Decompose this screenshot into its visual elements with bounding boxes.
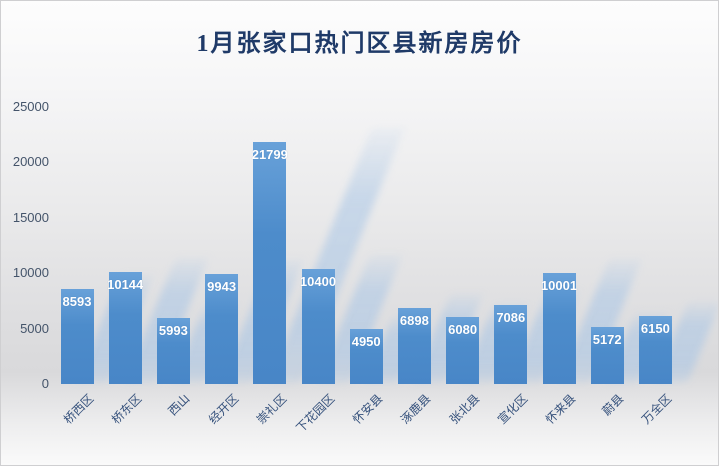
y-axis-tick-label: 0 <box>41 376 49 391</box>
y-axis-tick-label: 5000 <box>20 320 49 336</box>
bar-value-label: 5993 <box>158 322 188 338</box>
bar-value-label: 10400 <box>299 273 337 289</box>
bar <box>397 307 431 384</box>
bar-value-label: 8593 <box>62 293 92 309</box>
bar-value-label: 5172 <box>592 331 622 347</box>
bar <box>638 315 672 384</box>
bar <box>590 326 624 384</box>
bar-value-label: 10144 <box>107 276 144 292</box>
bar-value-label: 21799 <box>251 147 288 163</box>
bar <box>156 317 190 384</box>
y-axis-tick-label: 25000 <box>12 99 49 114</box>
bar <box>446 316 480 384</box>
bar <box>301 268 335 384</box>
bar-value-label: 10001 <box>540 278 578 294</box>
bar-value-label: 6150 <box>640 320 670 336</box>
bar <box>349 329 383 384</box>
bar <box>60 288 94 384</box>
chart-title: 1月张家口热门区县新房房价 <box>196 31 523 57</box>
bar-value-label: 9943 <box>207 278 237 294</box>
y-axis-tick-label: 15000 <box>12 209 49 225</box>
bar-value-label: 7086 <box>496 310 526 326</box>
bar <box>205 273 239 384</box>
bar-value-label: 4950 <box>351 334 381 350</box>
bar <box>253 142 287 384</box>
bar <box>542 273 576 384</box>
bar-value-label: 6080 <box>448 321 478 337</box>
bar-value-label: 6898 <box>399 312 429 328</box>
y-axis-tick-label: 10000 <box>12 265 49 281</box>
bar <box>494 305 528 384</box>
y-axis-tick-label: 20000 <box>12 154 49 170</box>
bar <box>108 271 142 384</box>
